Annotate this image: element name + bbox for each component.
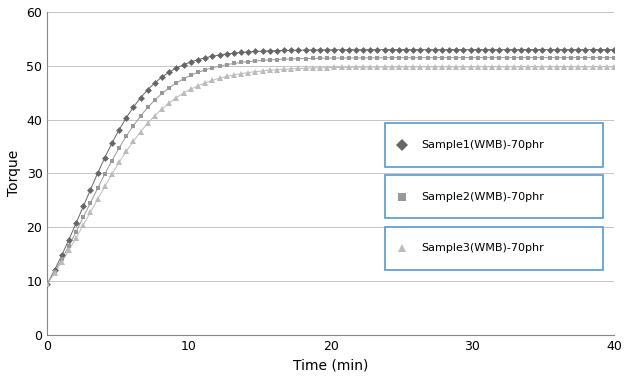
Bar: [384, 123, 603, 167]
Text: Sample1(WMB)-70phr: Sample1(WMB)-70phr: [421, 140, 544, 150]
Y-axis label: Torque: Torque: [7, 150, 21, 196]
Text: Sample3(WMB)-70phr: Sample3(WMB)-70phr: [421, 243, 544, 253]
X-axis label: Time (min): Time (min): [293, 358, 369, 372]
Bar: [384, 175, 603, 218]
Text: Sample2(WMB)-70phr: Sample2(WMB)-70phr: [421, 192, 544, 202]
Bar: [384, 227, 603, 270]
